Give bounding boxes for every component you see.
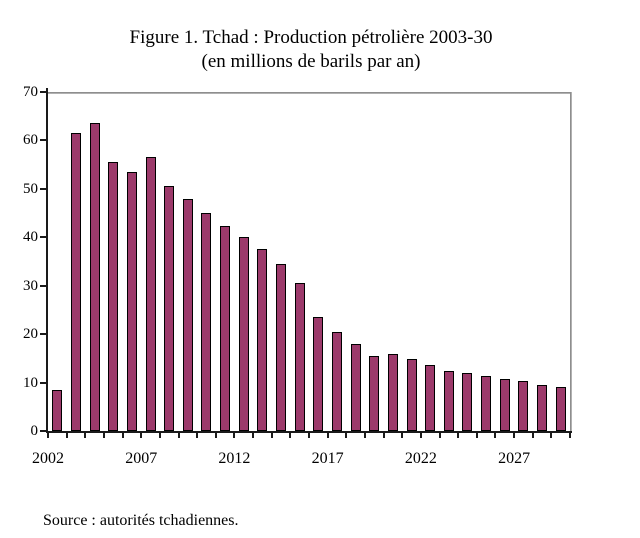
x-tick-2 [84,431,87,438]
y-tick-30 [40,284,47,287]
x-tick-14 [308,431,310,438]
bar-2016 [294,283,305,431]
y-tick-label-0: 0 [30,423,39,439]
x-tick-label-2007: 2007 [125,450,158,467]
x-tick-11 [252,431,255,438]
x-tick-21 [438,431,441,438]
x-tick-label-2002: 2002 [32,450,64,467]
bar-2013 [238,237,249,431]
bar-2025 [462,372,473,431]
x-tick-18 [382,431,385,438]
x-tick-19 [401,431,404,438]
x-tick-10 [233,431,236,438]
x-tick-25 [513,431,516,438]
bar-2006 [108,162,119,431]
y-tick-label-60: 60 [23,132,38,149]
x-tick-15 [326,431,329,438]
x-tick-27 [550,431,553,438]
bar-2004 [70,133,81,431]
bar-2017 [313,317,324,431]
y-tick-60 [40,139,47,142]
y-tick-label-50: 50 [23,180,38,197]
x-tick-7 [177,431,180,438]
y-tick-40 [40,236,47,239]
x-tick-5 [140,431,143,438]
x-tick-12 [270,431,273,438]
x-tick-13 [289,431,292,438]
x-tick-label-2027: 2027 [498,450,531,467]
y-tick-label-10: 10 [23,374,38,391]
x-tick-24 [494,431,497,438]
chart-subtitle: (en millions de barils par an) [201,51,421,72]
x-tick-22 [457,431,460,438]
bar-2019 [350,343,361,431]
bar-2008 [145,157,156,431]
x-tick-1 [65,431,68,438]
bar-2012 [220,226,231,431]
bar-2020 [369,356,380,431]
y-tick-70 [40,91,47,93]
bar-2024 [443,370,454,431]
bar-2014 [257,249,268,431]
x-tick-17 [363,431,366,438]
bar-2011 [201,213,212,431]
x-tick-0 [47,431,49,438]
x-tick-4 [121,431,124,438]
y-tick-label-30: 30 [23,277,38,294]
y-tick-label-70: 70 [23,84,38,100]
x-tick-label-2022: 2022 [404,450,437,467]
x-tick-20 [419,431,422,438]
source-note: Source : autorités tchadiennes. [43,512,239,529]
bar-2009 [164,186,175,431]
x-tick-3 [102,431,105,438]
bar-2018 [331,331,342,431]
bar-2003 [52,389,63,431]
bar-2030 [555,386,566,431]
y-tick-50 [40,187,47,190]
y-axis-line [46,88,48,433]
bar-2007 [126,171,137,431]
plot-frame-top [48,92,572,94]
x-tick-label-2012: 2012 [218,450,251,467]
x-tick-6 [158,431,161,438]
bar-2021 [387,353,398,431]
y-tick-20 [40,333,47,336]
x-tick-9 [214,431,217,438]
y-tick-0 [40,430,47,432]
bar-2027 [499,378,510,431]
x-tick-28 [569,431,571,438]
bar-2029 [537,385,548,431]
x-tick-label-2017: 2017 [311,450,344,467]
y-tick-label-20: 20 [23,326,38,343]
bar-2023 [425,365,436,431]
x-tick-16 [345,431,348,438]
chart-title: Figure 1. Tchad : Production pétrolière … [129,27,493,48]
bar-2028 [518,381,529,431]
x-tick-26 [531,431,534,438]
bar-2022 [406,359,417,431]
x-tick-23 [475,431,478,438]
bar-2015 [276,263,287,431]
bar-2010 [182,198,193,431]
y-tick-10 [40,381,47,384]
bar-2026 [481,376,492,431]
bar-2005 [89,123,100,431]
y-tick-label-40: 40 [23,229,38,246]
x-tick-8 [196,431,199,438]
plot-frame-right [570,92,572,433]
